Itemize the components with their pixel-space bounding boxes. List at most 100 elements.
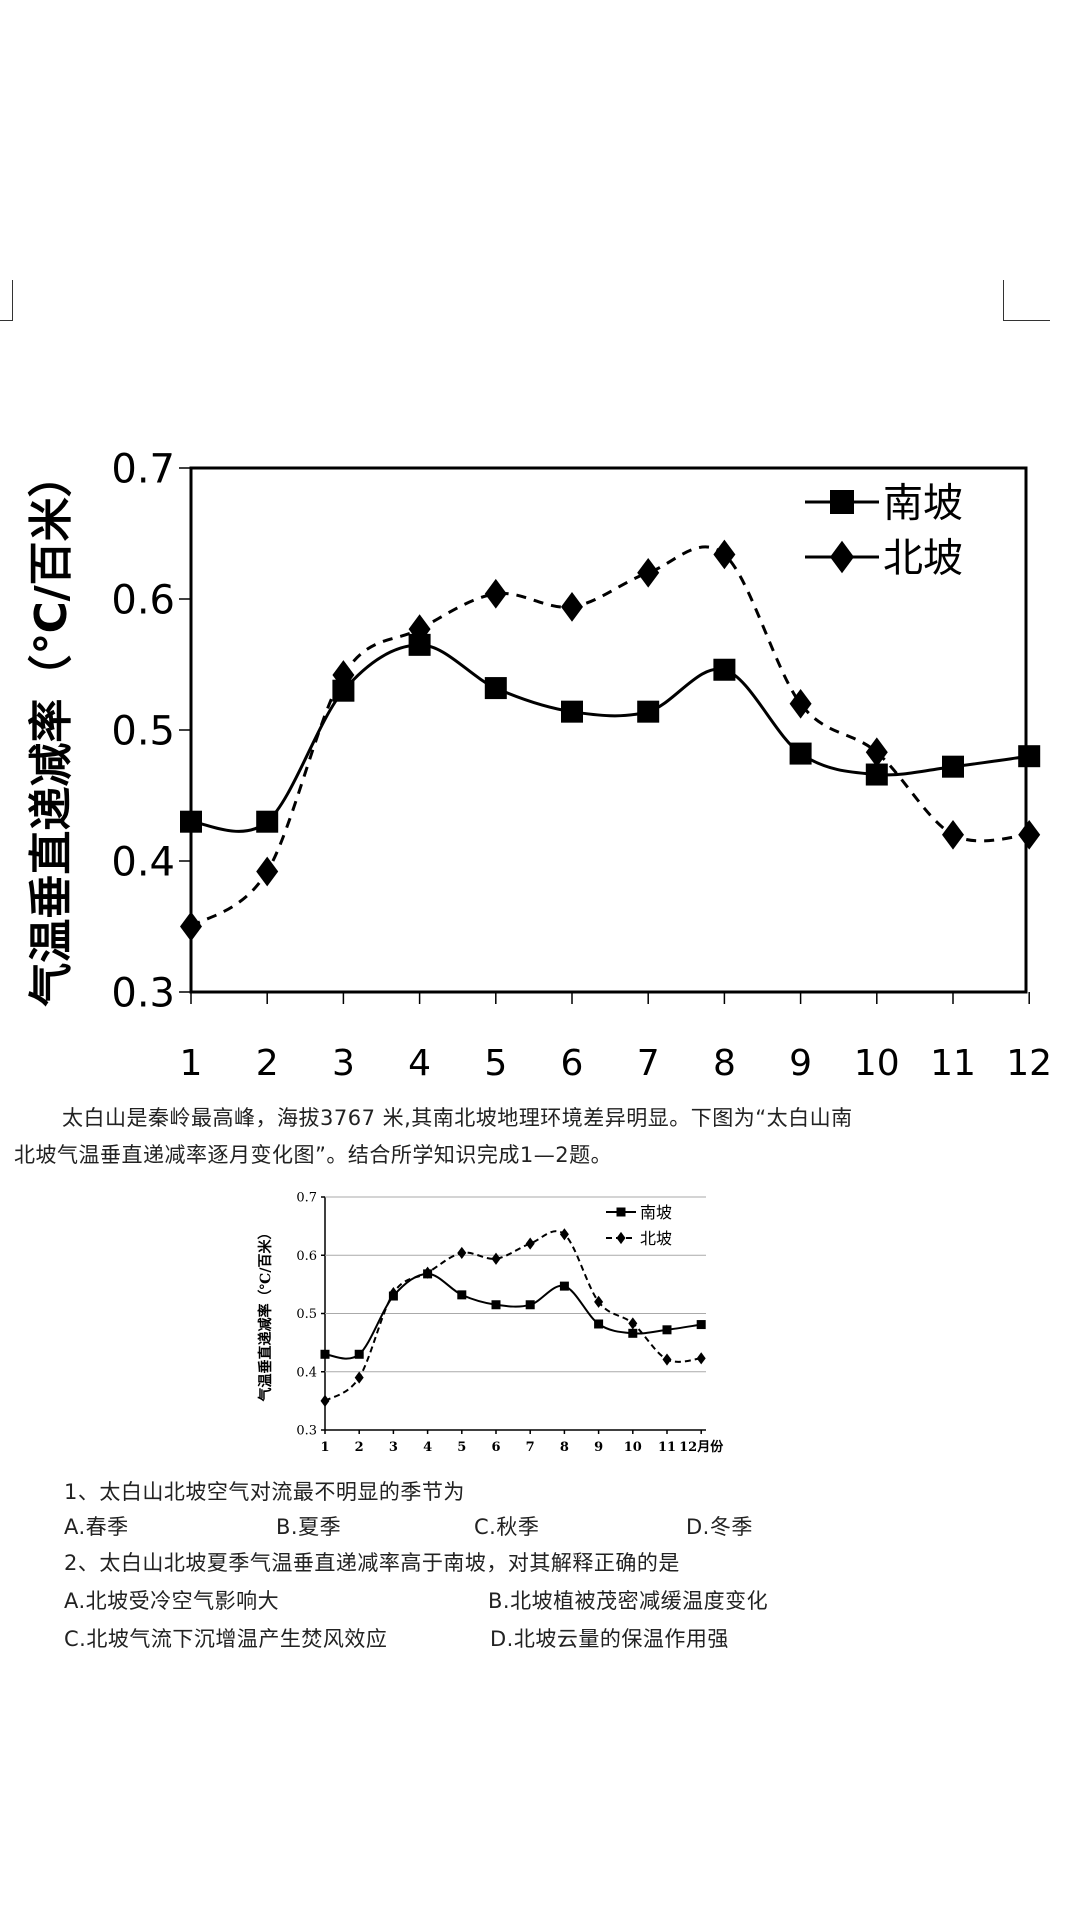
x-tick-label: 3 xyxy=(389,1440,398,1455)
square-marker xyxy=(561,700,583,723)
x-tick-label: 10 xyxy=(624,1440,642,1455)
y-tick-label: 0.3 xyxy=(111,970,175,1016)
passage-line-2: 北坡气温垂直递减率逐月变化图”。结合所学知识完成1—2题。 xyxy=(14,1143,613,1167)
square-marker xyxy=(559,1281,569,1291)
square-marker xyxy=(525,1300,535,1310)
question-1-stem: 1、太白山北坡空气对流最不明显的季节为 xyxy=(64,1480,465,1504)
diamond-marker xyxy=(180,911,202,942)
series-line-2 xyxy=(190,545,1030,928)
y-tick-label: 0.3 xyxy=(296,1424,317,1439)
square-marker xyxy=(320,1349,330,1359)
square-marker xyxy=(491,1300,501,1310)
legend-square-marker xyxy=(616,1207,626,1217)
y-tick-label: 0.5 xyxy=(111,708,175,754)
question-2-stem: 2、太白山北坡夏季气温垂直递减率高于南坡，对其解释正确的是 xyxy=(64,1551,680,1575)
diamond-marker xyxy=(484,578,507,609)
x-tick-label: 5 xyxy=(457,1440,466,1455)
y-axis-title: 气温垂直递减率（℃/百米） xyxy=(26,453,77,1006)
diamond-marker xyxy=(525,1237,535,1250)
x-tick-label: 6 xyxy=(561,1043,584,1084)
x-tick-label: 7 xyxy=(637,1043,660,1084)
legend-label: 北坡 xyxy=(883,535,963,581)
diamond-marker xyxy=(457,1246,467,1259)
diamond-marker xyxy=(1018,819,1041,850)
intro-passage: 太白山是秦岭最高峰，海拔3767 米,其南北坡地理环境差异明显。下图为“太白山南… xyxy=(14,1100,1074,1174)
question-2-option-c: C.北坡气流下沉增温产生焚风效应 xyxy=(64,1627,388,1651)
diamond-marker xyxy=(594,1295,604,1308)
question-1-option-d: D.冬季 xyxy=(686,1515,753,1539)
diamond-marker xyxy=(942,819,964,850)
diamond-marker xyxy=(354,1371,364,1384)
x-tick-label: 10 xyxy=(854,1043,900,1084)
square-marker xyxy=(484,677,507,700)
passage-line-1: 太白山是秦岭最高峰，海拔3767 米,其南北坡地理环境差异明显。下图为“太白山南 xyxy=(62,1106,853,1130)
square-marker xyxy=(594,1319,604,1329)
y-tick-label: 0.4 xyxy=(111,839,175,885)
x-tick-label: 3 xyxy=(332,1043,355,1084)
diamond-marker xyxy=(408,614,431,644)
y-tick-label: 0.4 xyxy=(296,1365,317,1380)
x-tick-label: 4 xyxy=(423,1440,432,1455)
x-tick-label: 8 xyxy=(713,1043,736,1084)
square-marker xyxy=(628,1328,638,1338)
question-2-option-d: D.北坡云量的保温作用强 xyxy=(490,1627,729,1651)
x-tick-label: 1 xyxy=(180,1043,203,1084)
diamond-marker xyxy=(637,557,660,588)
legend-label: 南坡 xyxy=(883,480,963,526)
square-marker xyxy=(180,810,202,833)
square-marker xyxy=(256,810,279,833)
question-1-option-a: A.春季 xyxy=(64,1515,129,1539)
diamond-marker xyxy=(332,660,355,690)
small-line-chart: 0.3 0.4 0.5 0.6 0.7 1 2 3 4 5 6 7 8 9 10 11 12月份 气温垂直递减率（… xyxy=(257,1191,724,1455)
square-marker xyxy=(865,763,888,786)
square-marker xyxy=(1018,745,1041,768)
x-tick-label: 2 xyxy=(355,1440,364,1455)
large-line-chart: 0.30.40.50.60.71 2 3 4 5 6 7 8 9 10 11 12气温垂直递减率（℃/… xyxy=(26,446,1052,1084)
diamond-marker xyxy=(696,1352,706,1365)
legend-label: 南坡 xyxy=(640,1203,672,1222)
x-tick-label: 7 xyxy=(526,1440,535,1455)
question-1-option-b: B.夏季 xyxy=(276,1515,342,1539)
legend-diamond-marker xyxy=(830,540,854,574)
legend-square-marker xyxy=(830,490,854,514)
diamond-marker xyxy=(320,1394,330,1407)
square-marker xyxy=(696,1320,706,1330)
square-marker xyxy=(713,658,736,681)
diamond-marker xyxy=(491,1252,501,1265)
x-tick-label: 9 xyxy=(789,1043,812,1084)
x-tick-label: 12月份 xyxy=(679,1439,724,1455)
y-tick-label: 0.5 xyxy=(296,1307,317,1322)
diamond-marker xyxy=(789,688,812,719)
diamond-marker xyxy=(662,1353,672,1366)
x-tick-label: 4 xyxy=(408,1043,431,1084)
square-marker xyxy=(457,1290,467,1300)
question-2-option-b: B.北坡植被茂密减缓温度变化 xyxy=(488,1589,769,1613)
legend-diamond-marker xyxy=(616,1231,626,1245)
square-marker xyxy=(789,742,812,765)
x-tick-label: 8 xyxy=(560,1440,569,1455)
diamond-marker xyxy=(561,592,583,622)
x-tick-label: 12 xyxy=(1006,1043,1052,1084)
x-tick-label: 11 xyxy=(930,1043,976,1084)
diamond-marker xyxy=(628,1317,638,1330)
crop-mark-right xyxy=(1003,280,1050,321)
square-marker xyxy=(942,755,964,778)
y-tick-label: 0.7 xyxy=(296,1191,317,1206)
question-2-option-a: A.北坡受冷空气影响大 xyxy=(64,1589,280,1613)
x-tick-label: 5 xyxy=(484,1043,507,1084)
y-tick-label: 0.6 xyxy=(111,577,175,623)
series-line-1 xyxy=(324,1272,702,1360)
square-marker xyxy=(662,1325,672,1335)
y-axis-title: 气温垂直递减率（℃/百米） xyxy=(257,1226,274,1403)
y-tick-label: 0.6 xyxy=(296,1249,317,1264)
x-tick-label: 11 xyxy=(658,1440,676,1455)
square-marker xyxy=(637,700,660,723)
legend-label: 北坡 xyxy=(640,1229,672,1248)
square-marker xyxy=(408,633,431,656)
x-tick-label: 9 xyxy=(594,1440,603,1455)
x-tick-label: 2 xyxy=(256,1043,279,1084)
y-tick-label: 0.7 xyxy=(111,446,175,492)
crop-mark-left xyxy=(0,280,13,321)
square-marker xyxy=(354,1349,364,1359)
x-tick-label: 1 xyxy=(320,1440,329,1455)
